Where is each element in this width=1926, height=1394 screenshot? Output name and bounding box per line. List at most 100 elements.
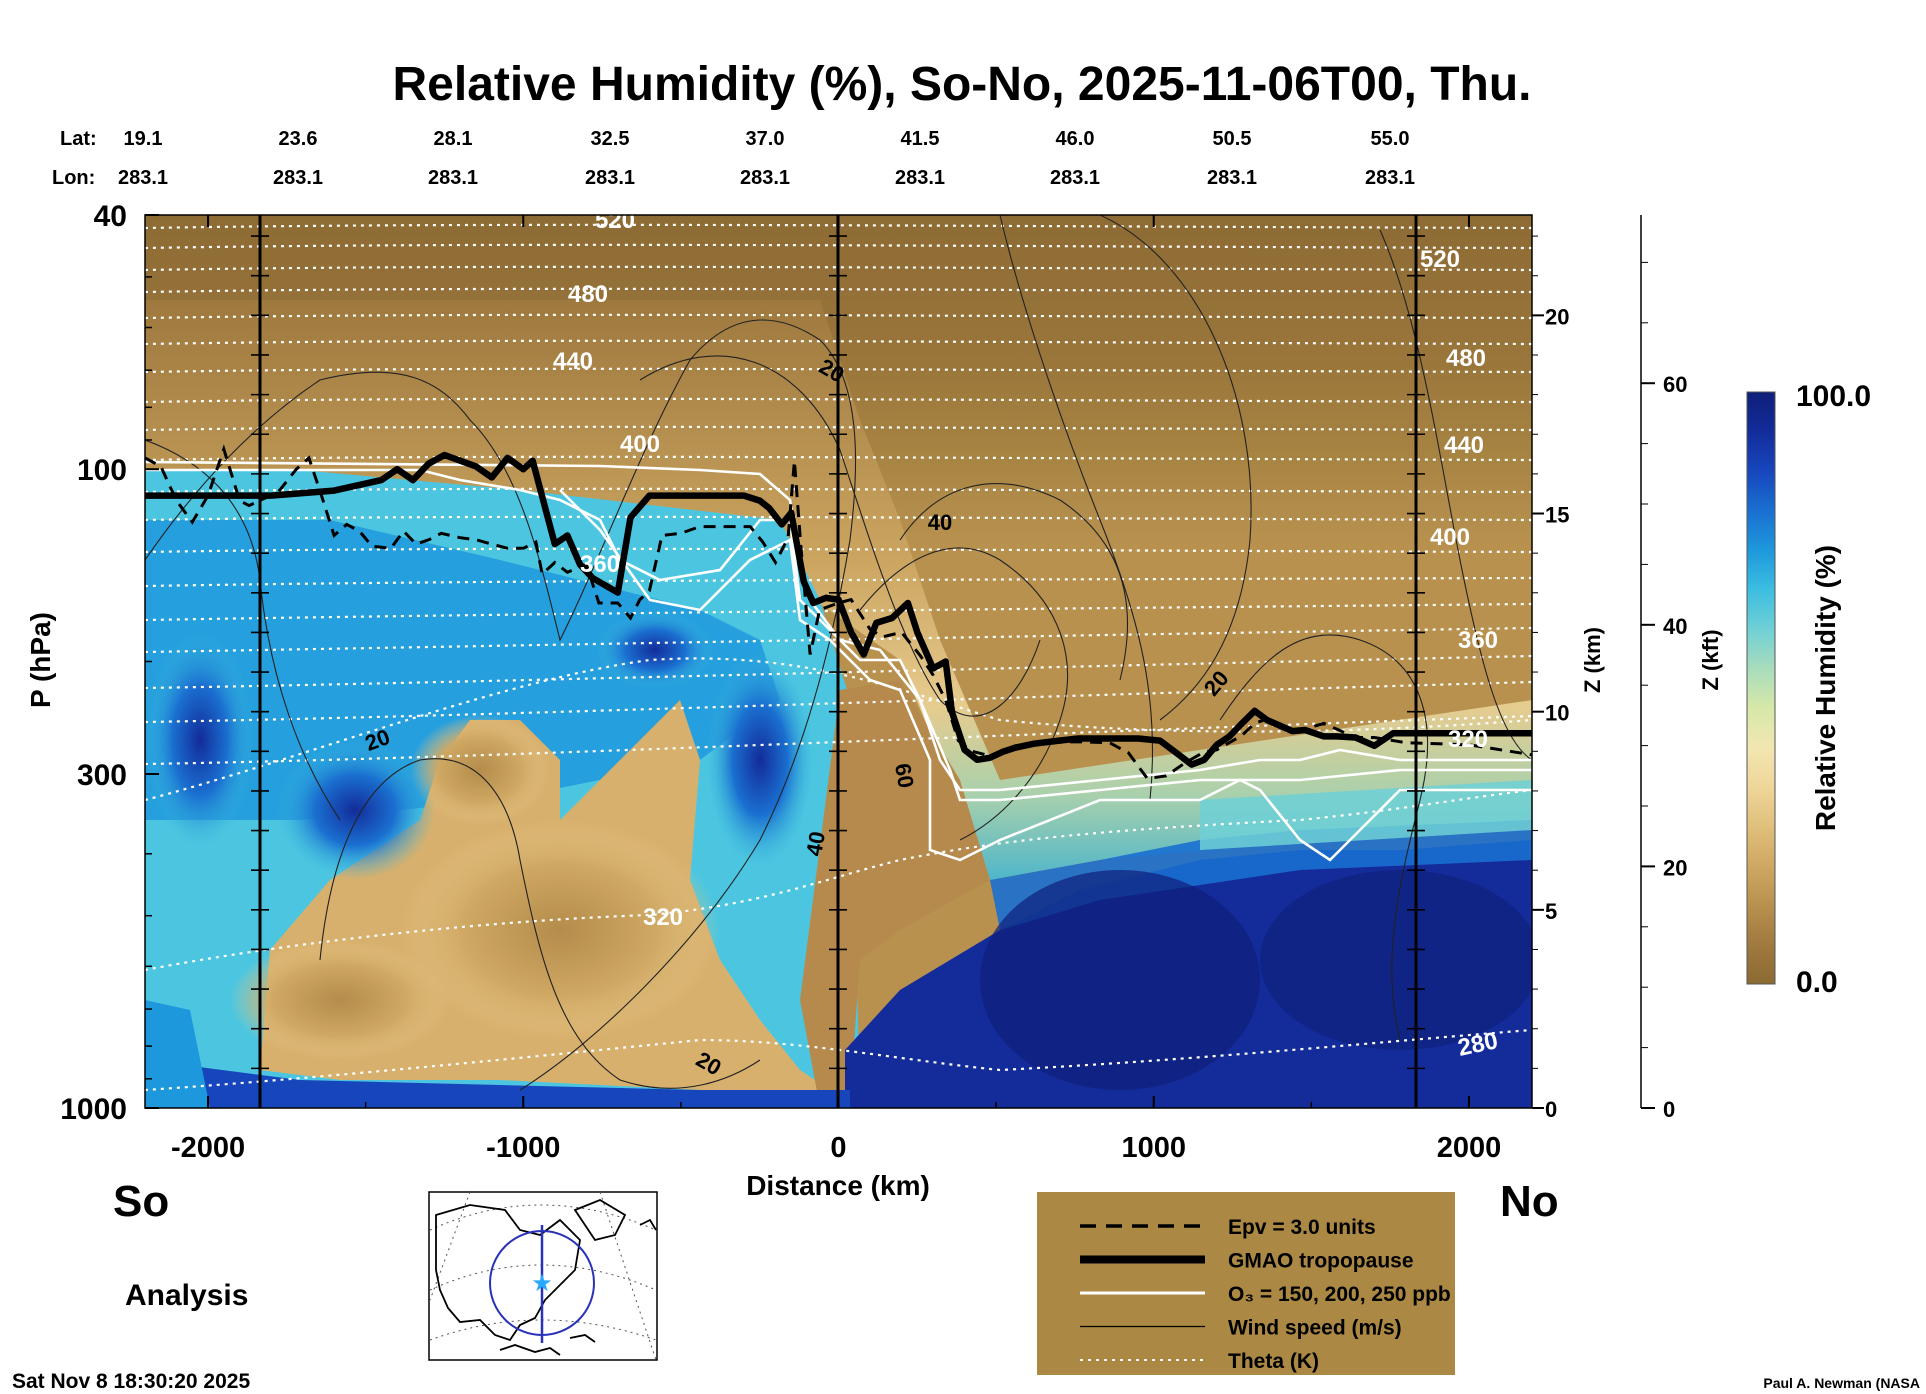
south-label: So bbox=[113, 1177, 169, 1226]
x-axis-label: Distance (km) bbox=[746, 1170, 930, 1201]
theta-contour bbox=[145, 654, 1532, 690]
theta-right-label: 440 bbox=[1444, 432, 1484, 459]
lon-value: 283.1 bbox=[1365, 167, 1415, 189]
x-tick-label: -2000 bbox=[171, 1132, 245, 1164]
rh-wet-column-4 bbox=[595, 610, 715, 690]
epv-line bbox=[145, 444, 1532, 781]
z-km-tick-label: 10 bbox=[1545, 701, 1569, 726]
theta-contour-label: 480 bbox=[568, 281, 608, 308]
theta-contour bbox=[145, 243, 1532, 250]
p-tick-label: 40 bbox=[94, 200, 127, 233]
chart-title: Relative Humidity (%), So-No, 2025-11-06… bbox=[393, 58, 1532, 111]
theta-right-label: 480 bbox=[1446, 345, 1486, 372]
theta-contour bbox=[145, 367, 1532, 374]
map-parallel bbox=[429, 1204, 657, 1231]
ozone-contour bbox=[145, 468, 1532, 802]
map-coastlines bbox=[435, 1198, 657, 1356]
lat-label: Lat: bbox=[60, 128, 97, 150]
ozone-contour bbox=[559, 489, 1532, 862]
theta-contour-label: 400 bbox=[620, 431, 660, 458]
wind-contour bbox=[639, 355, 1041, 717]
theta-contour bbox=[145, 397, 1532, 404]
colorbar-min-label: 0.0 bbox=[1796, 966, 1838, 999]
rh-dry-core-2 bbox=[230, 940, 450, 1060]
z-km-tick-label: 15 bbox=[1545, 503, 1569, 528]
legend-label: Epv = 3.0 units bbox=[1228, 1216, 1376, 1239]
map-coast bbox=[435, 1204, 581, 1342]
vertical-reference-lines bbox=[258, 215, 1418, 1108]
legend-label: GMAO tropopause bbox=[1228, 1250, 1414, 1273]
tropopause-line bbox=[145, 451, 1532, 768]
x-tick-label: 1000 bbox=[1121, 1132, 1186, 1164]
theta-contour-label: 360 bbox=[580, 551, 620, 578]
wind-contour-label: 40 bbox=[928, 510, 952, 535]
rh-dry-center bbox=[800, 680, 990, 1108]
rh-wet-column-2 bbox=[275, 740, 435, 880]
lat-value: 46.0 bbox=[1056, 128, 1095, 150]
p-axis: 40 100 300 1000 bbox=[60, 200, 159, 1126]
z-kft-tick-label: 20 bbox=[1663, 855, 1687, 880]
theta-contour bbox=[145, 680, 1532, 724]
legend-label: Theta (K) bbox=[1228, 1350, 1319, 1373]
lat-value: 23.6 bbox=[279, 128, 318, 150]
wind-contour-label: 60 bbox=[890, 761, 919, 789]
wind-contour-label: 40 bbox=[801, 829, 830, 857]
theta-contour bbox=[145, 788, 1532, 972]
colorbar-max-label: 100.0 bbox=[1796, 380, 1871, 413]
p-tick-label: 300 bbox=[77, 759, 127, 792]
reference-line-ticks bbox=[251, 235, 1425, 1070]
wind-contour bbox=[145, 319, 857, 1091]
z-km-tick-label: 5 bbox=[1545, 899, 1557, 924]
map-meridian bbox=[429, 1191, 471, 1301]
wind-contour bbox=[1219, 634, 1429, 1041]
z-km-axis: 0 5 10 15 20 bbox=[1532, 235, 1569, 1122]
timestamp: Sat Nov 8 18:30:20 2025 bbox=[12, 1370, 250, 1393]
theta-contour bbox=[145, 339, 1532, 346]
theta-right-label: 520 bbox=[1420, 246, 1460, 273]
z-kft-tick-label: 40 bbox=[1663, 614, 1687, 639]
x-tick-label: -1000 bbox=[486, 1132, 560, 1164]
lon-value: 283.1 bbox=[895, 167, 945, 189]
colorbar-gradient bbox=[1746, 391, 1776, 985]
rh-moist-left-core bbox=[145, 520, 780, 820]
p-axis-label: P (hPa) bbox=[25, 612, 56, 708]
colorbar-title: Relative Humidity (%) bbox=[1810, 545, 1841, 831]
credit: Paul A. Newman (NASA bbox=[1763, 1375, 1920, 1391]
theta-contour bbox=[145, 265, 1532, 272]
legend-label: Wind speed (m/s) bbox=[1228, 1317, 1402, 1340]
theta-contour bbox=[145, 626, 1532, 654]
lon-value: 283.1 bbox=[1207, 167, 1257, 189]
locator-map: ★ bbox=[428, 1191, 658, 1361]
z-km-tick-label: 0 bbox=[1545, 1097, 1557, 1122]
theta-contour bbox=[145, 547, 1532, 554]
lat-value: 50.5 bbox=[1213, 128, 1252, 150]
wind-contour bbox=[859, 547, 1069, 841]
x-tick-label: 2000 bbox=[1437, 1132, 1502, 1164]
z-km-tick-label: 20 bbox=[1545, 304, 1569, 329]
lon-value: 283.1 bbox=[585, 167, 635, 189]
lat-lon-header: Lat: Lon: 19.1 23.6 28.1 32.5 37.0 41.5 46.0 50… bbox=[52, 128, 1415, 189]
x-tick-label: 0 bbox=[830, 1132, 846, 1164]
wind-contour bbox=[999, 215, 1154, 801]
rh-moist-north-band bbox=[1200, 780, 1532, 850]
plot-area: 5204804404003603202805204804404003603202… bbox=[145, 215, 1532, 1108]
ozone-contours bbox=[145, 460, 1532, 862]
lat-value: 19.1 bbox=[124, 128, 163, 150]
lat-value: 28.1 bbox=[434, 128, 473, 150]
ozone-contour bbox=[145, 460, 1532, 792]
z-kft-tick-label: 60 bbox=[1663, 372, 1687, 397]
lat-value: 41.5 bbox=[901, 128, 940, 150]
theta-contour bbox=[145, 576, 1532, 588]
theta-right-label: 400 bbox=[1430, 524, 1470, 551]
lat-value: 55.0 bbox=[1371, 128, 1410, 150]
lon-value: 283.1 bbox=[118, 167, 168, 189]
analysis-label: Analysis bbox=[125, 1279, 248, 1312]
theta-contour bbox=[145, 425, 1532, 432]
legend: Epv = 3.0 units GMAO tropopause O₃ = 150, … bbox=[1037, 1192, 1455, 1375]
lon-value: 283.1 bbox=[1050, 167, 1100, 189]
rh-north-deep-1 bbox=[980, 870, 1260, 1090]
theta-contour bbox=[145, 313, 1532, 320]
map-coast bbox=[499, 1344, 561, 1356]
z-kft-axis: 0 20 40 60 bbox=[1640, 215, 1687, 1122]
rh-dry-core-1 bbox=[400, 820, 720, 1040]
